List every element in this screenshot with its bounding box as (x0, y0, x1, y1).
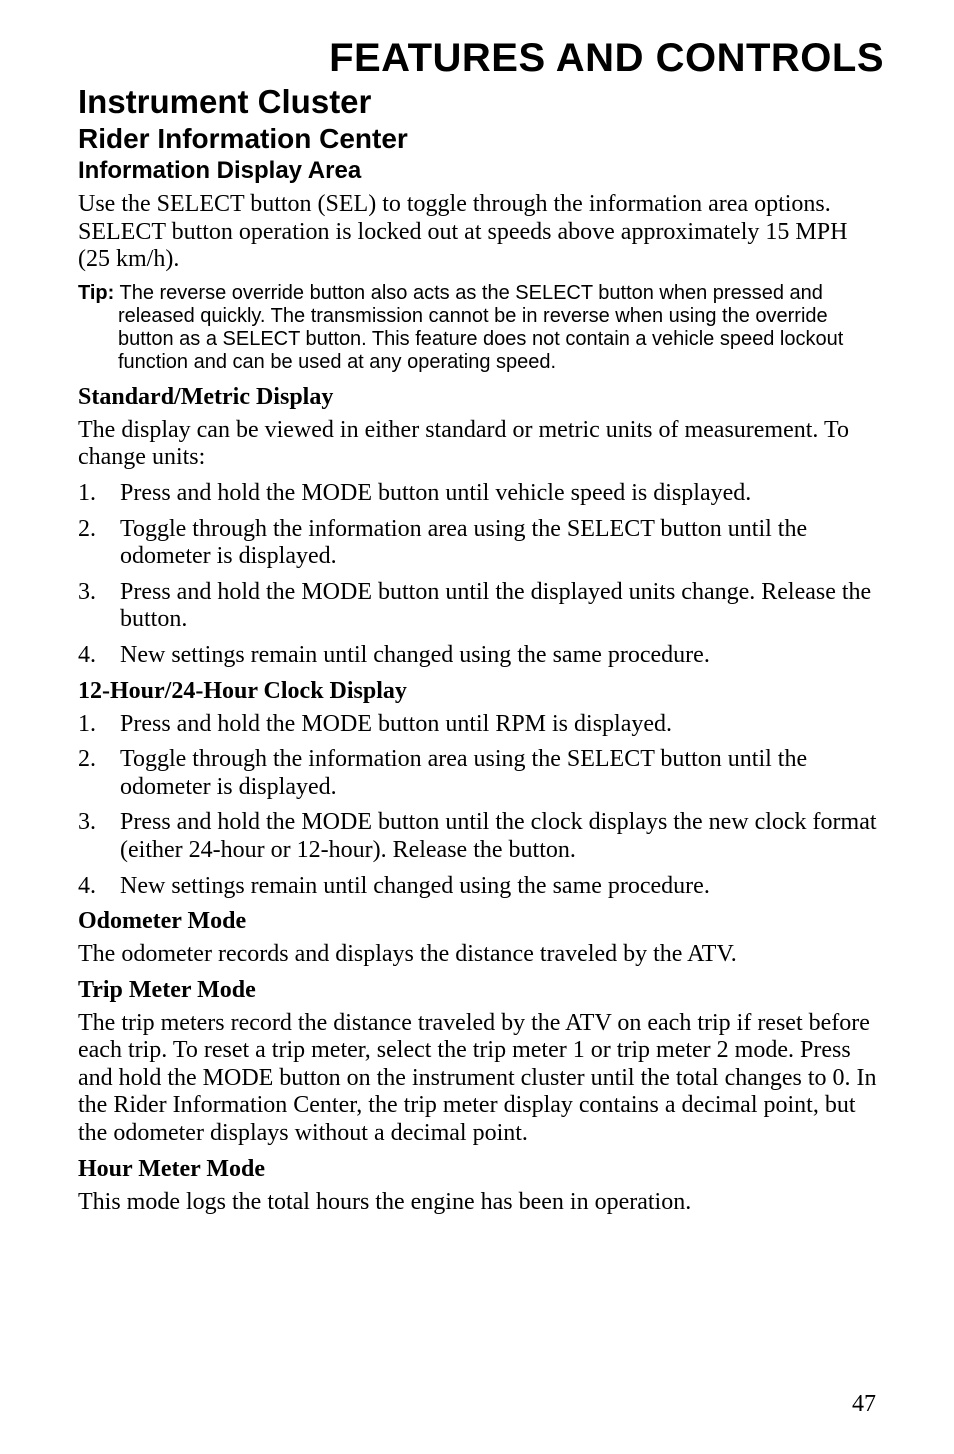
list-item: New settings remain until changed using … (78, 642, 884, 670)
hour-meter-heading: Hour Meter Mode (78, 1156, 884, 1183)
clock-display-heading: 12-Hour/24-Hour Clock Display (78, 678, 884, 705)
intro-paragraph: Use the SELECT button (SEL) to toggle th… (78, 191, 884, 274)
hour-meter-paragraph: This mode logs the total hours the engin… (78, 1189, 884, 1217)
tip-text: The reverse override button also acts as… (118, 282, 843, 373)
list-item: New settings remain until changed using … (78, 873, 884, 901)
standard-metric-paragraph: The display can be viewed in either stan… (78, 417, 884, 472)
tip-label: Tip: (78, 282, 114, 304)
list-item: Press and hold the MODE button until RPM… (78, 711, 884, 739)
trip-meter-paragraph: The trip meters record the distance trav… (78, 1010, 884, 1148)
subsubsection-title: Information Display Area (78, 157, 884, 185)
list-item: Toggle through the information area usin… (78, 746, 884, 801)
standard-metric-heading: Standard/Metric Display (78, 384, 884, 411)
standard-metric-steps: Press and hold the MODE button until veh… (78, 480, 884, 670)
page-number: 47 (852, 1391, 876, 1418)
odometer-heading: Odometer Mode (78, 908, 884, 935)
list-item: Press and hold the MODE button until the… (78, 809, 884, 864)
list-item: Toggle through the information area usin… (78, 516, 884, 571)
main-title: FEATURES AND CONTROLS (78, 36, 884, 81)
odometer-paragraph: The odometer records and displays the di… (78, 941, 884, 969)
list-item: Press and hold the MODE button until the… (78, 579, 884, 634)
subsection-title: Rider Information Center (78, 123, 884, 155)
trip-meter-heading: Trip Meter Mode (78, 977, 884, 1004)
list-item: Press and hold the MODE button until veh… (78, 480, 884, 508)
clock-display-steps: Press and hold the MODE button until RPM… (78, 711, 884, 901)
section-title: Instrument Cluster (78, 83, 884, 121)
tip-block: Tip: The reverse override button also ac… (78, 282, 884, 374)
